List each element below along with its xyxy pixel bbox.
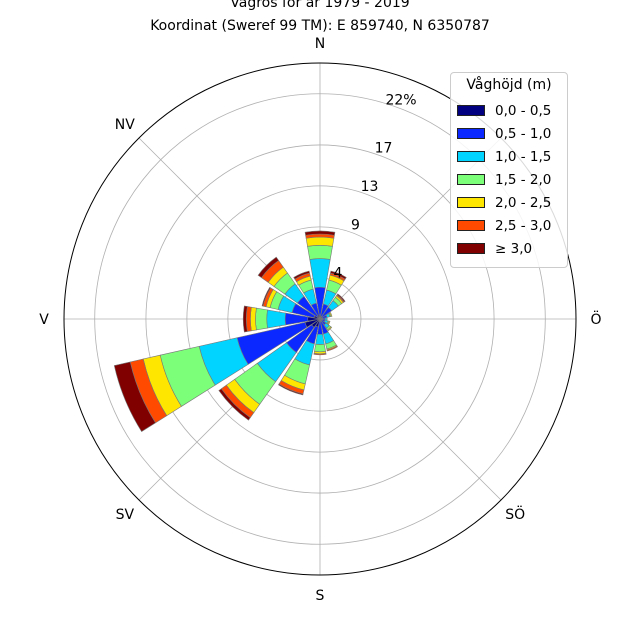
bar-segment-ssw-6 [278,383,304,396]
bar-segment-nv-6 [257,256,280,279]
radial-tick-label: 9 [351,217,360,233]
bar-segment-n-4 [305,236,335,247]
bar-segment-wsw-6 [113,361,156,432]
radial-tick-label: 17 [375,140,393,156]
bar-segment-sse-5 [326,345,338,352]
bar-segment-ene-4 [329,312,333,317]
legend: Våghöjd (m) 0,0 - 0,5 0,5 - 1,0 1,0 - 1,5 1… [450,72,568,268]
legend-label: 0,0 - 0,5 [495,102,552,119]
bar-segment-ese-4 [327,320,331,325]
bar-segment-n-6 [304,230,336,236]
legend-item: ≥ 3,0 [457,237,561,260]
legend-label: 0,5 - 1,0 [495,125,552,142]
bar-segment-ö-2 [324,317,328,321]
bar-segment-s-2 [315,333,325,345]
legend-item: 0,5 - 1,0 [457,122,561,145]
bar-segment-n-2 [309,258,331,289]
bar-segment-ne-6 [336,293,346,303]
radial-tick-label: 4 [334,266,343,282]
direction-label: NV [115,117,135,133]
direction-label: V [39,312,49,328]
legend-label: ≥ 3,0 [495,240,533,257]
legend-item: 2,5 - 3,0 [457,214,561,237]
legend-swatch [457,151,485,162]
bar-segment-nnw-6 [293,270,310,280]
grid-spoke [319,318,502,501]
bar-segment-s-3 [314,343,326,353]
legend-swatch [457,128,485,139]
legend-label: 1,0 - 1,5 [495,148,552,165]
direction-label: Ö [590,310,601,328]
bar-segment-v-4 [250,306,257,332]
polar-frame [63,62,577,576]
bar-segment-wnw-6 [261,286,272,307]
chart-subtitle: Koordinat (Sweref 99 TM): E 859740, N 63… [150,18,490,34]
legend-label: 1,5 - 2,0 [495,171,552,188]
direction-label: S [316,588,325,604]
radial-tick-label: 13 [361,179,379,195]
bar-segment-nne-6 [330,270,347,280]
legend-swatch [457,197,485,208]
legend-label: 2,5 - 3,0 [495,217,552,234]
legend-item: 2,0 - 2,5 [457,191,561,214]
bar-segment-s-5 [313,352,327,356]
bar-segment-v-2 [266,309,287,329]
legend-item: 1,5 - 2,0 [457,168,561,191]
direction-label: N [315,36,325,52]
legend-label: 2,0 - 2,5 [495,194,552,211]
bar-segment-n-3 [307,244,333,260]
bar-segment-v-3 [255,307,268,331]
legend-item: 0,0 - 0,5 [457,99,561,122]
bar-segment-v-6 [242,305,248,333]
legend-swatch [457,243,485,254]
chart-title: Vågros för år 1979 - 2019 [230,0,410,11]
legend-swatch [457,174,485,185]
bar-segment-sv-6 [218,388,251,421]
legend-item: 1,0 - 1,5 [457,145,561,168]
direction-label: SV [116,507,135,523]
legend-title: Våghöjd (m) [466,77,552,93]
legend-swatch [457,105,485,116]
legend-swatch [457,220,485,231]
radial-tick-label: 22% [385,92,416,108]
bar-segment-sö-4 [327,326,333,332]
direction-label: SÖ [505,505,525,523]
